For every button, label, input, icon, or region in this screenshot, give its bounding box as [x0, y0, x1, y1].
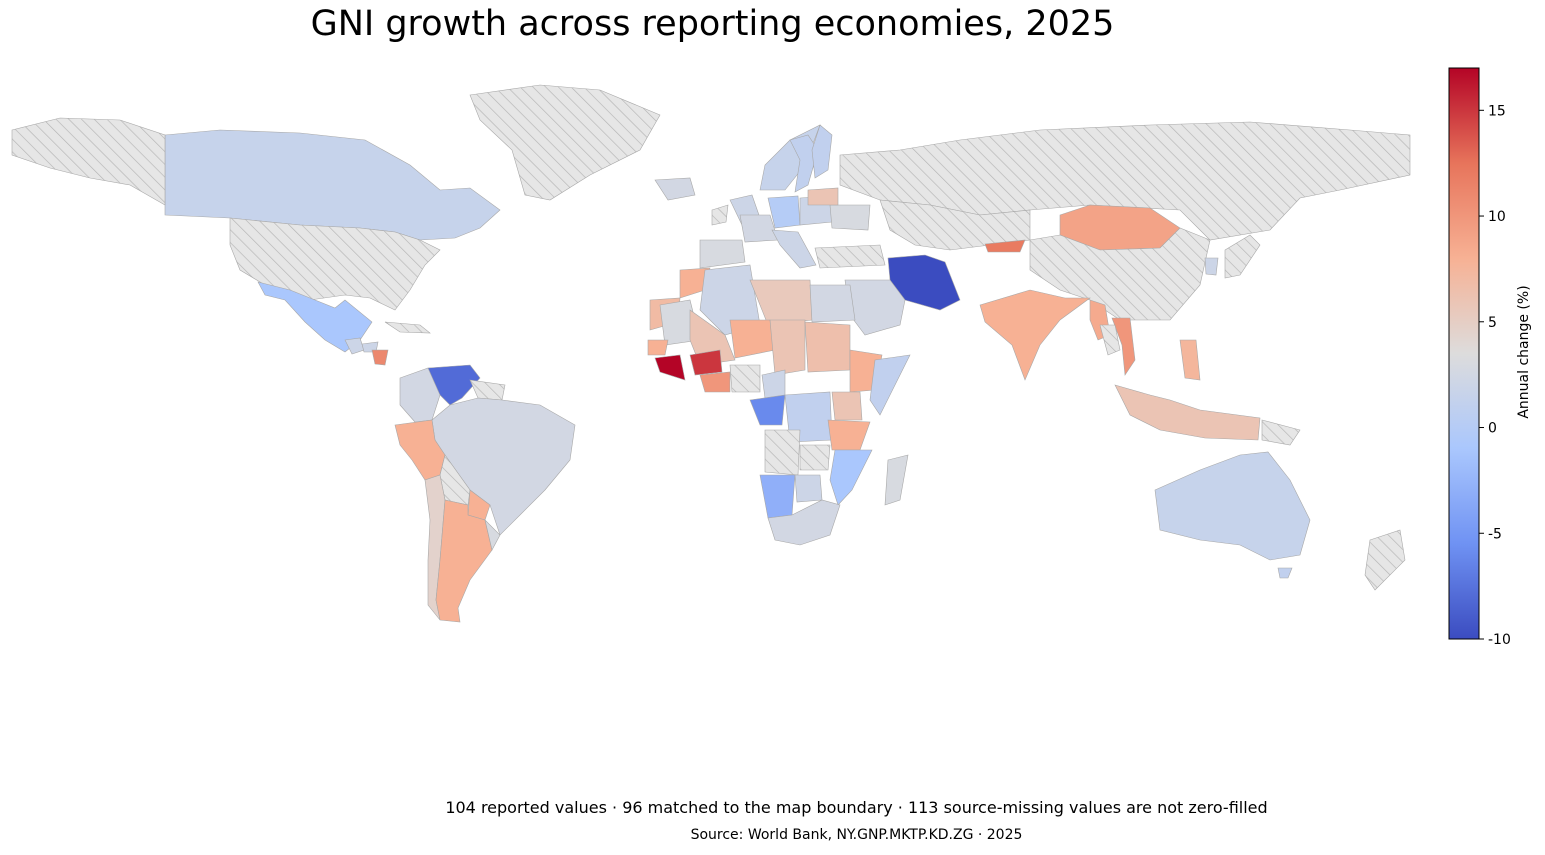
- source-note: Source: World Bank, NY.GNP.MKTP.KD.ZG · …: [690, 827, 1023, 843]
- region-greenland: [469, 84, 661, 201]
- region-usa: [229, 217, 441, 311]
- region-indonesia: [1114, 384, 1261, 441]
- region-namibia: [759, 474, 796, 519]
- region-laos: [1099, 324, 1121, 356]
- region-nz: [1364, 529, 1406, 591]
- region-gabon: [749, 394, 786, 426]
- footnote: 104 reported values · 96 matched to the …: [445, 798, 1268, 817]
- region-guyana: [469, 379, 506, 401]
- region-canada: [164, 129, 501, 241]
- region-france: [739, 214, 779, 243]
- region-uruguay: [484, 519, 501, 551]
- region-kenya: [831, 391, 863, 421]
- region-china: [1029, 227, 1211, 321]
- region-korea: [1204, 257, 1219, 276]
- world-choropleth-map: [11, 84, 1411, 623]
- region-zambia: [799, 444, 831, 471]
- region-madagascar: [884, 454, 909, 506]
- region-india: [979, 289, 1091, 381]
- colorbar-gradient: [1448, 67, 1480, 640]
- region-argentina: [435, 499, 493, 623]
- region-ghana: [699, 371, 731, 393]
- region-japan: [1224, 234, 1261, 279]
- region-chad: [769, 319, 806, 376]
- colorbar-tick-label: 15: [1488, 103, 1506, 119]
- region-cameroon: [761, 369, 786, 399]
- colorbar-tick-label: 10: [1488, 209, 1506, 225]
- colorbar-tick-label: -5: [1488, 526, 1502, 542]
- region-sweden: [789, 134, 819, 193]
- region-australia: [1154, 451, 1311, 561]
- map-title: GNI growth across reporting economies, 2…: [310, 4, 1115, 44]
- region-tasmania: [1277, 567, 1293, 579]
- region-ukraine: [829, 204, 871, 231]
- region-south-africa: [767, 499, 841, 546]
- region-spain: [699, 239, 746, 269]
- region-tanzania: [827, 419, 871, 451]
- region-libya: [749, 279, 813, 326]
- colorbar-tick-label: -10: [1488, 632, 1511, 648]
- region-kyrgyzstan: [984, 239, 1026, 253]
- colorbar-tick-label: 5: [1488, 315, 1497, 331]
- region-egypt: [809, 284, 856, 323]
- colorbar: -10 -5 0 5 10 15 Annual change (%): [1448, 67, 1532, 648]
- region-ireland: [711, 204, 729, 226]
- region-belarus: [807, 187, 839, 206]
- region-mozambique: [829, 449, 873, 506]
- region-italy: [771, 229, 817, 269]
- region-guinea: [654, 354, 686, 381]
- region-guatemala: [344, 337, 365, 355]
- region-nicaragua: [371, 349, 389, 366]
- region-senegal: [647, 339, 669, 356]
- region-png: [1261, 419, 1301, 446]
- region-angola: [764, 429, 801, 476]
- region-alaska: [11, 117, 166, 206]
- region-somalia: [869, 354, 911, 416]
- region-vietnam: [1111, 317, 1136, 376]
- region-niger: [729, 319, 776, 359]
- region-sudan: [804, 321, 851, 373]
- region-nigeria: [729, 364, 761, 393]
- region-burkina: [689, 349, 723, 376]
- colorbar-ticks: -10 -5 0 5 10 15: [1479, 103, 1511, 648]
- region-philippines: [1179, 339, 1201, 381]
- region-botswana: [794, 474, 823, 503]
- colorbar-label: Annual change (%): [1516, 285, 1532, 418]
- region-iceland: [654, 177, 696, 201]
- region-cuba: [384, 321, 431, 334]
- region-finland: [811, 124, 833, 179]
- region-saudi: [844, 279, 906, 336]
- colorbar-tick-label: 0: [1488, 421, 1497, 437]
- country-regions: [11, 84, 1411, 623]
- region-turkey: [814, 244, 886, 269]
